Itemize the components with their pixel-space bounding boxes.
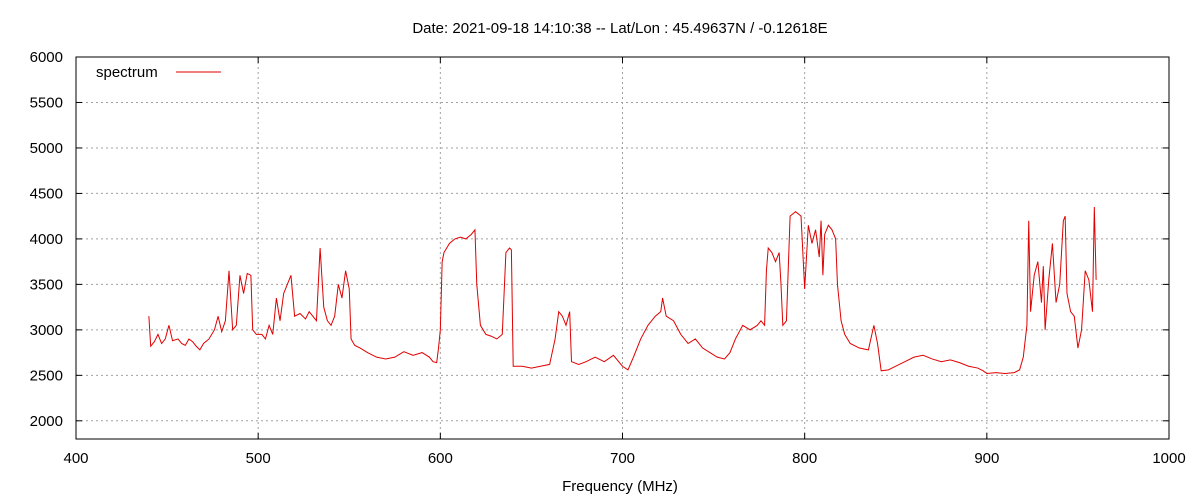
y-tick-label: 4000 <box>30 231 63 248</box>
y-tick-label: 5000 <box>30 140 63 157</box>
y-tick-label: 4500 <box>30 185 63 202</box>
legend-label: spectrum <box>96 64 158 81</box>
y-tick-label: 2500 <box>30 367 63 384</box>
y-tick-label: 5500 <box>30 94 63 111</box>
x-tick-label: 900 <box>974 450 999 467</box>
y-tick-label: 3500 <box>30 276 63 293</box>
series-group <box>148 207 1097 375</box>
y-tick-label: 6000 <box>30 49 63 66</box>
x-tick-label: 800 <box>792 450 817 467</box>
x-tick-label: 400 <box>63 450 88 467</box>
x-tick-label: 500 <box>246 450 271 467</box>
y-tick-label: 3000 <box>30 322 63 339</box>
y-tick-label: 2000 <box>30 413 63 430</box>
x-tick-label: 1000 <box>1152 450 1185 467</box>
x-tick-label: 600 <box>428 450 453 467</box>
chart-title: Date: 2021-09-18 14:10:38 -- Lat/Lon : 4… <box>412 20 827 37</box>
x-axis-label: Frequency (MHz) <box>562 478 678 495</box>
x-axis: 400 500 600 700 800 900 1000 <box>63 57 1186 467</box>
series-line-spectrum <box>148 207 1097 375</box>
x-tick-label: 700 <box>610 450 635 467</box>
plot-frame <box>75 56 1170 440</box>
y-axis: 2000 2500 3000 3500 4000 4500 5000 5500 6000 <box>30 49 1169 430</box>
legend: spectrum <box>96 64 221 81</box>
grid-lines <box>75 56 1170 439</box>
